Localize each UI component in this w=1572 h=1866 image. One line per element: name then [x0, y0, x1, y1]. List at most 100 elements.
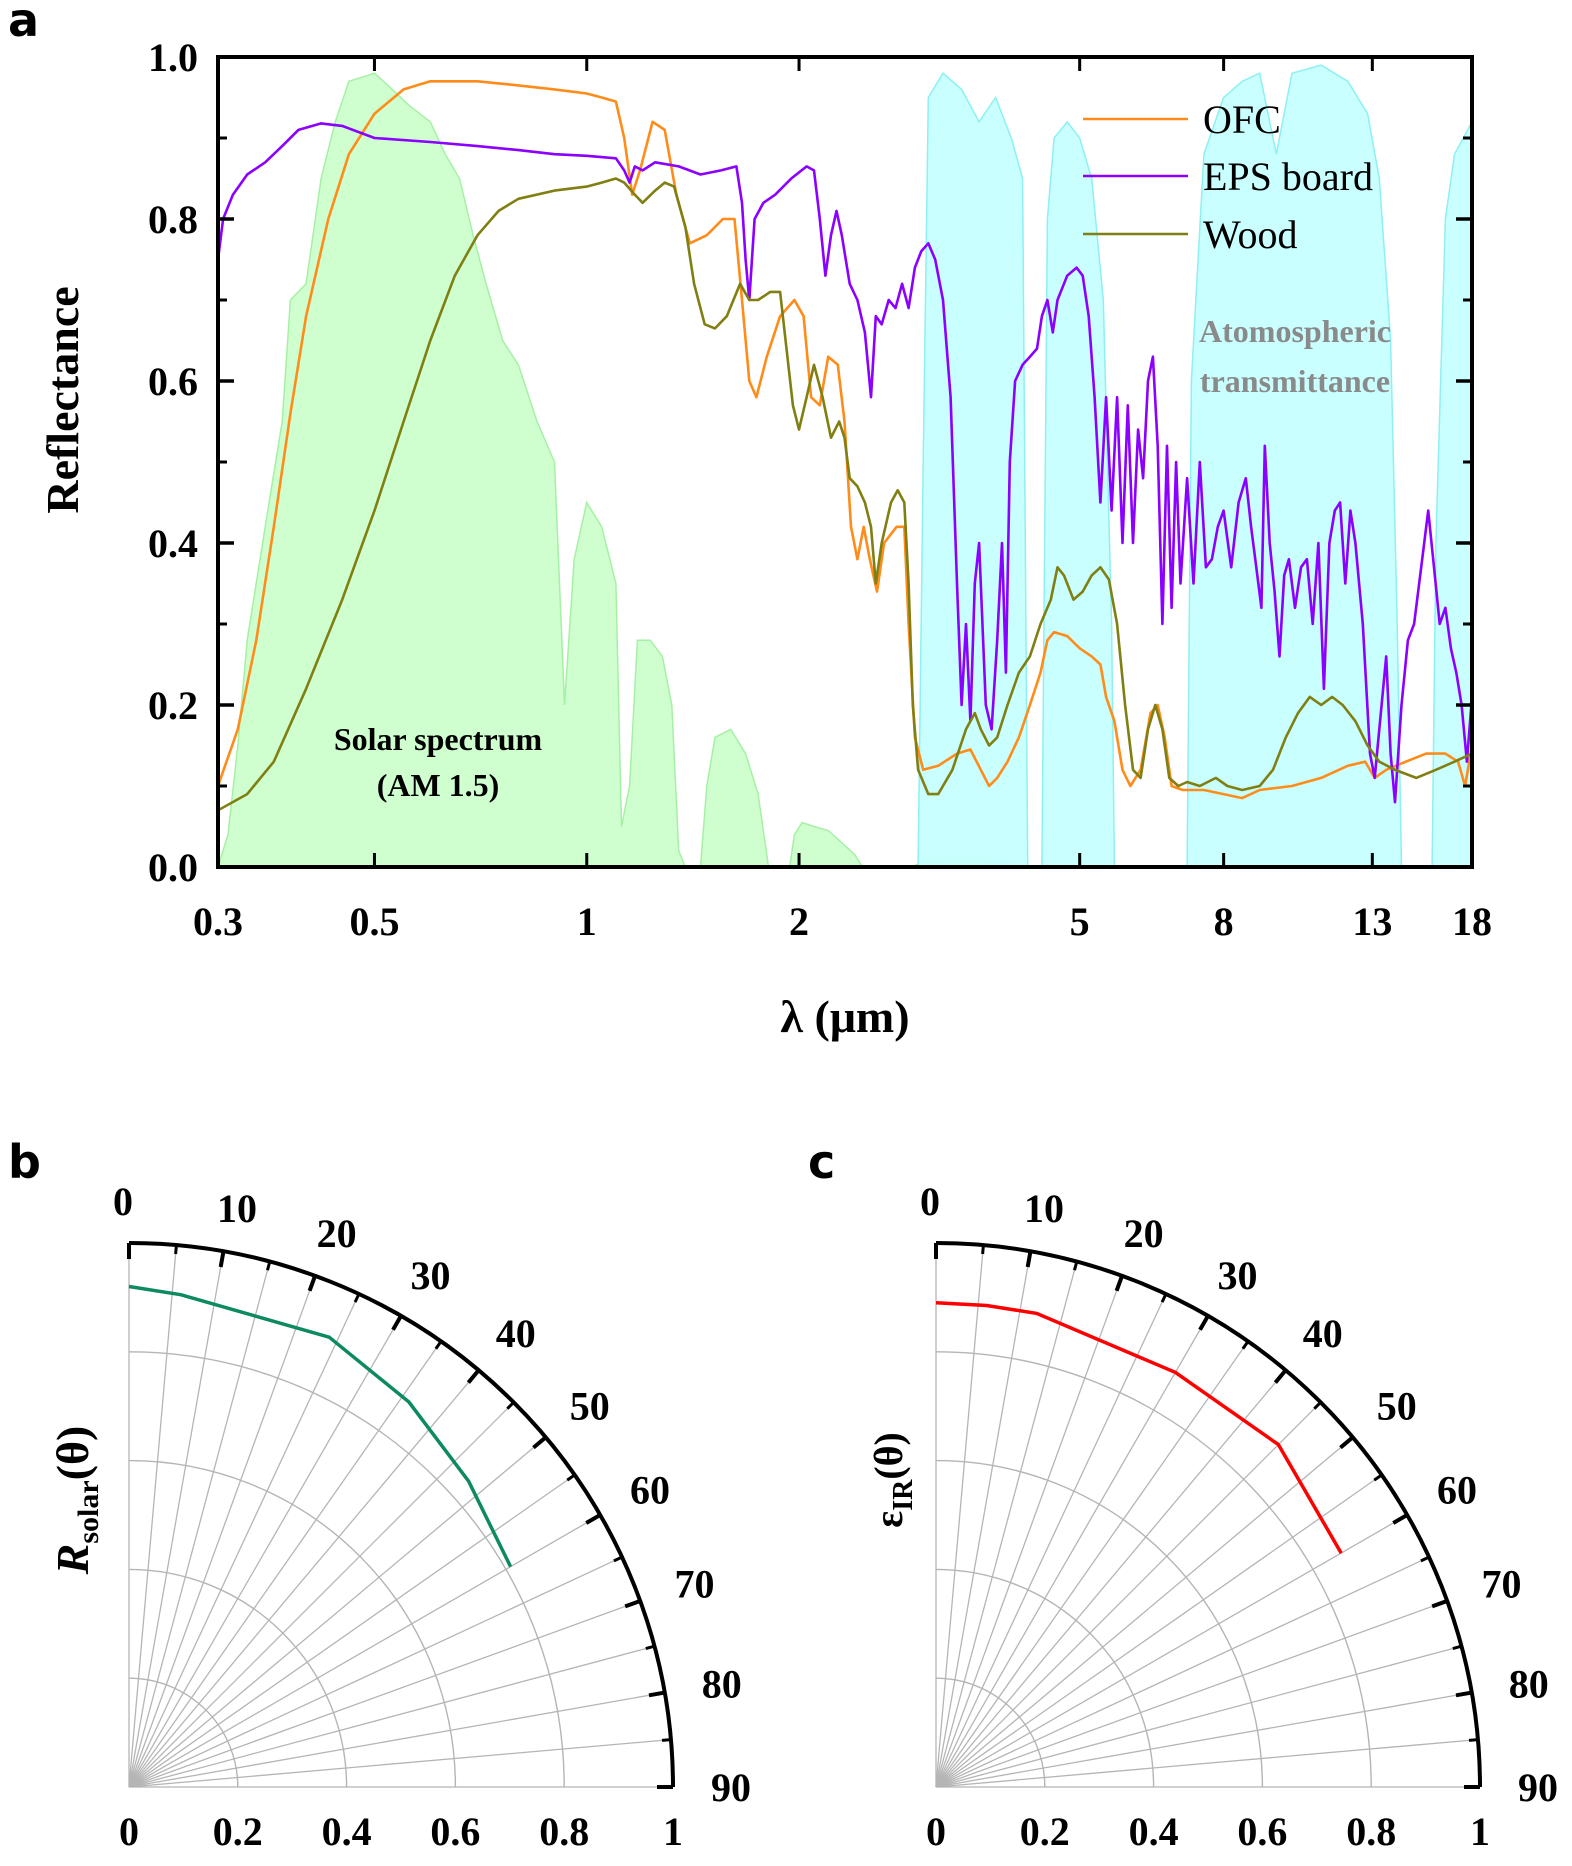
ylabel-tail: (θ) — [866, 1432, 911, 1480]
angular-grid-spoke — [128, 1261, 271, 1788]
series-line-r-solar — [128, 1284, 513, 1568]
angle-tick-label: 60 — [630, 1468, 670, 1513]
radial-tick-label: 0.2 — [1020, 1809, 1070, 1854]
angular-grid-spoke — [128, 1251, 225, 1788]
atmospheric-sublabel: transmittance — [1200, 363, 1390, 399]
angle-tick-label: 50 — [1377, 1383, 1417, 1428]
y-tick-label: 0.2 — [148, 683, 198, 728]
panel-label-c: c — [808, 1135, 835, 1189]
angle-tick-label: 50 — [570, 1383, 610, 1428]
angle-major-tick — [1455, 1690, 1473, 1698]
series-line-ir — [935, 1301, 1343, 1554]
angle-minor-tick — [1241, 1340, 1250, 1350]
angle-major-tick — [585, 1513, 602, 1525]
angular-grid-spoke — [935, 1691, 1472, 1788]
legend-label-eps-board: EPS board — [1203, 154, 1373, 199]
polar-chart-solar-reflectance: 0 10 20 30 40 50 60 70 80 90 0 0.2 0.4 0.6 0.8 1 Rsolar… — [47, 1179, 751, 1854]
angular-grid-spoke — [935, 1556, 1430, 1788]
polar-grid — [128, 1243, 673, 1788]
series-line-eps-board — [218, 122, 1472, 804]
angular-grid-spoke — [128, 1401, 515, 1788]
y-axis-title-b: Rsolar(θ) — [47, 1426, 105, 1576]
panel-label-a: a — [8, 0, 39, 47]
y-tick-label: 0.8 — [148, 197, 198, 242]
angular-grid-spoke — [128, 1369, 480, 1788]
angle-minor-tick — [613, 1555, 623, 1563]
x-tick-label: 2 — [789, 899, 809, 944]
angular-grid-spoke — [935, 1514, 1408, 1788]
radial-tick-label: 0 — [926, 1809, 946, 1854]
x-tick-label: 5 — [1070, 899, 1090, 944]
angle-tick-label: 40 — [1303, 1311, 1343, 1356]
angle-minor-tick — [645, 1644, 655, 1650]
radial-tick-label: 0.4 — [1129, 1809, 1179, 1854]
angle-minor-tick — [1468, 1738, 1479, 1742]
atmospheric-label: Atomospheric — [1199, 313, 1391, 349]
angular-grid-spoke — [935, 1369, 1287, 1788]
ylabel-main: ε — [866, 1511, 911, 1528]
angular-grid-spoke — [935, 1645, 1462, 1788]
angular-grid-spoke — [935, 1401, 1322, 1788]
polar-series — [128, 1284, 513, 1568]
polar-axis: 0 10 20 30 40 50 60 70 80 90 0 0.2 0.4 0.6 0.8 1 — [113, 1179, 751, 1854]
y-tick-label: 0.0 — [148, 845, 198, 890]
angle-minor-tick — [661, 1738, 672, 1742]
angular-grid-spoke — [128, 1600, 641, 1788]
x-tick-label: 8 — [1214, 899, 1234, 944]
angular-grid-spoke — [128, 1645, 655, 1788]
angle-minor-tick — [1420, 1555, 1430, 1563]
legend-label-wood: Wood — [1203, 212, 1298, 257]
angle-major-tick — [1431, 1599, 1448, 1609]
axis-ticks: 0.3 0.5 1 2 5 8 13 18 0.0 0.2 0.4 0.6 0.8 1.0 — [148, 35, 1492, 944]
y-axis-title: Reflectance — [37, 286, 88, 513]
x-tick-label: 18 — [1452, 899, 1492, 944]
series-line-wood — [218, 177, 1472, 812]
radial-tick-label: 0.6 — [430, 1809, 480, 1854]
angle-tick-label: 30 — [1218, 1253, 1258, 1298]
y-tick-label: 1.0 — [148, 35, 198, 80]
angle-major-tick — [218, 1250, 226, 1268]
angular-grid-spoke — [128, 1341, 442, 1788]
angular-grid-spoke — [935, 1275, 1123, 1788]
radial-tick-label: 0.2 — [213, 1809, 263, 1854]
angular-grid-spoke — [935, 1436, 1354, 1788]
angular-grid-spoke — [128, 1275, 316, 1788]
angle-minor-tick — [1373, 1473, 1383, 1482]
angle-tick-label: 80 — [1509, 1662, 1549, 1707]
panel-label-b: b — [8, 1135, 41, 1189]
angle-minor-tick — [353, 1293, 361, 1303]
angular-grid-spoke — [935, 1738, 1478, 1788]
angle-tick-label: 60 — [1437, 1468, 1477, 1513]
angle-tick-label: 30 — [411, 1253, 451, 1298]
reflectance-series — [218, 80, 1472, 812]
angle-minor-tick — [1452, 1644, 1462, 1650]
angle-minor-tick — [506, 1401, 515, 1410]
angular-grid-spoke — [128, 1245, 178, 1788]
angle-tick-label: 90 — [711, 1765, 751, 1810]
angular-grid-spoke — [935, 1245, 985, 1788]
angular-grid-spoke — [935, 1341, 1249, 1788]
ylabel-tail: (θ) — [47, 1426, 98, 1481]
angle-major-tick — [624, 1599, 641, 1609]
angular-grid-spoke — [128, 1514, 601, 1788]
angle-tick-label: 40 — [496, 1311, 536, 1356]
angle-major-tick — [648, 1690, 666, 1698]
angle-major-tick — [532, 1435, 548, 1450]
angle-minor-tick — [1313, 1401, 1322, 1410]
polar-axis: 0 10 20 30 40 50 60 70 80 90 0 0.2 0.4 0.6 0.8 1 — [920, 1179, 1558, 1854]
angular-grid-spoke — [935, 1474, 1382, 1788]
legend: OFC EPS board Wood — [1083, 97, 1373, 257]
angle-tick-label: 0 — [920, 1179, 940, 1224]
radial-tick-label: 0.8 — [539, 1809, 589, 1854]
radial-tick-label: 0 — [119, 1809, 139, 1854]
angle-minor-tick — [266, 1261, 272, 1271]
polar-grid — [935, 1243, 1480, 1788]
solar-spectrum-sublabel: (AM 1.5) — [377, 767, 500, 803]
angle-tick-label: 10 — [217, 1186, 257, 1231]
angle-tick-label: 70 — [1481, 1561, 1521, 1606]
y-axis-title-c: εIR(θ) — [866, 1432, 919, 1528]
angle-major-tick — [307, 1275, 317, 1292]
reflectance-chart: 0.3 0.5 1 2 5 8 13 18 0.0 0.2 0.4 0.6 0.8 1.0 Solar s… — [37, 35, 1492, 1042]
background-spectra — [218, 64, 1472, 867]
